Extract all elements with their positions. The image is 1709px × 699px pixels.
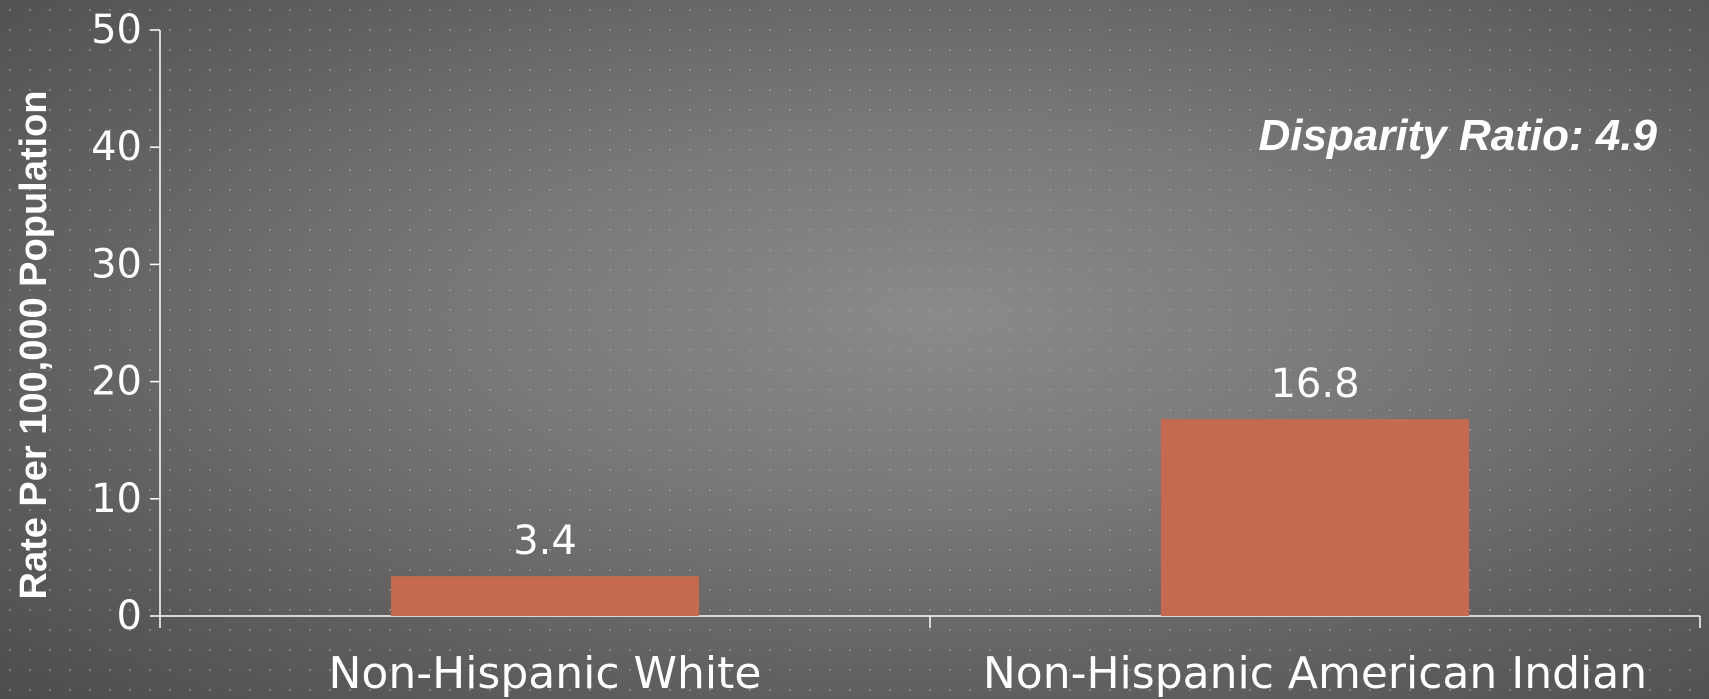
bar-1 xyxy=(391,576,699,616)
y-axis-label: Rate Per 100,000 Population xyxy=(13,91,55,600)
x-category-label: Non-Hispanic American Indian xyxy=(983,648,1647,699)
disparity-ratio-annotation: Disparity Ratio: 4.9 xyxy=(1258,111,1657,160)
y-tick-label: 40 xyxy=(91,124,142,170)
y-tick-label: 20 xyxy=(91,359,142,405)
bar-2 xyxy=(1161,419,1469,616)
y-tick-label: 50 xyxy=(91,7,142,53)
bars: 3.4 16.8 xyxy=(391,361,1469,616)
y-axis: 0 10 20 30 40 50 xyxy=(91,7,161,639)
bar-value-label: 16.8 xyxy=(1270,361,1359,407)
x-category-label: Non-Hispanic White xyxy=(329,648,762,699)
y-tick-label: 10 xyxy=(91,476,142,522)
y-tick-label: 0 xyxy=(117,593,142,639)
bar-value-label: 3.4 xyxy=(513,518,577,564)
y-tick-label: 30 xyxy=(91,241,142,287)
